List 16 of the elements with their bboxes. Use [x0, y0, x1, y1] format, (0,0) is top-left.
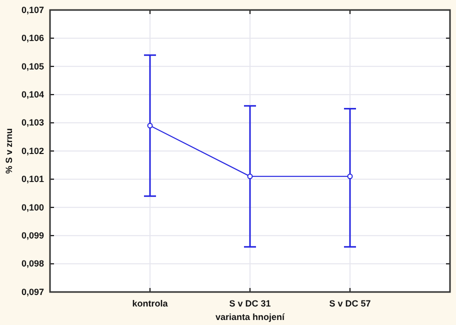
y-tick-label: 0,103 [21, 118, 44, 128]
y-tick-label: 0,102 [21, 146, 44, 156]
x-axis-title: varianta hnojení [215, 312, 285, 322]
y-tick-label: 0,099 [21, 230, 44, 240]
x-tick-label: S v DC 57 [329, 298, 371, 308]
y-tick-label: 0,098 [21, 258, 44, 269]
y-tick-label: 0,097 [21, 286, 44, 297]
y-tick-label: 0,100 [21, 202, 44, 212]
y-tick-label: 0,106 [21, 33, 44, 44]
y-tick-label: 0,107 [21, 4, 44, 15]
y-tick-label: 0,101 [21, 174, 44, 184]
x-tick-label: S v DC 31 [229, 298, 271, 308]
y-axis-title: % S v zrnu [4, 128, 14, 174]
x-tick-label: kontrola [132, 298, 169, 308]
y-tick-label: 0,105 [21, 61, 44, 72]
y-tick-label: 0,104 [21, 89, 44, 100]
